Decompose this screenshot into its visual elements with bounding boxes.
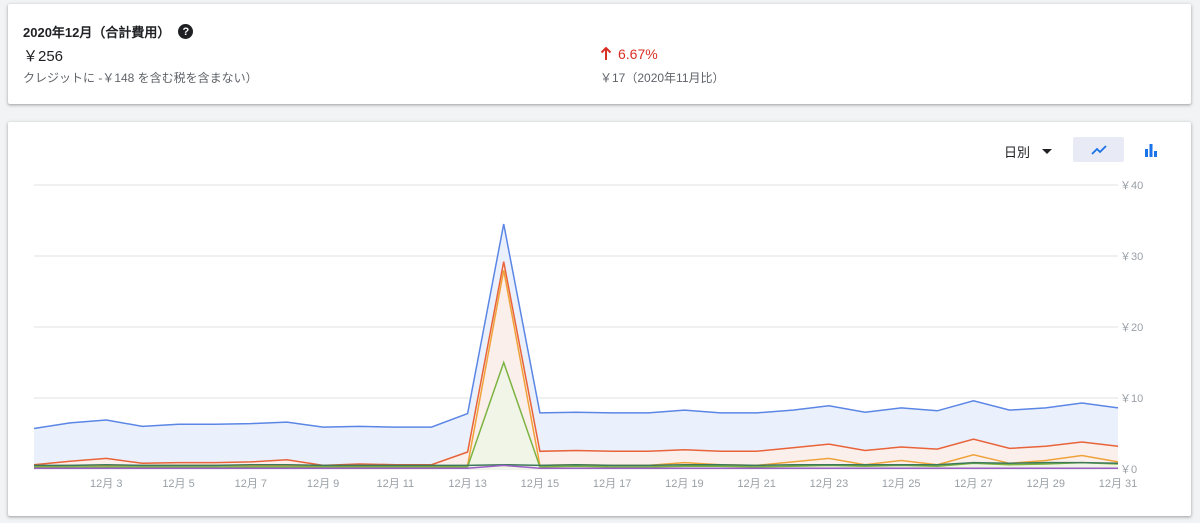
cost-summary-card: 2020年12月（合計費用） ? ￥256 クレジットに -￥148 を含む税を… (8, 4, 1191, 104)
bar-chart-icon (1144, 143, 1157, 157)
series-area-0 (34, 224, 1118, 469)
x-tick-label: 12月 29 (1026, 478, 1065, 490)
summary-title: 2020年12月（合計費用） (23, 25, 171, 40)
x-tick-label: 12月 5 (162, 478, 194, 490)
series-line-4 (34, 461, 1119, 467)
series-line-0 (33, 223, 1119, 430)
x-tick-label: 12月 15 (521, 478, 560, 490)
x-tick-label: 12月 17 (593, 478, 632, 490)
series-line-3 (34, 360, 1119, 468)
change-percent: 6.67% (618, 46, 658, 62)
total-cost: ￥256 (23, 48, 64, 65)
x-tick-label: 12月 27 (954, 478, 993, 490)
x-tick-label: 12月 31 (1099, 478, 1138, 490)
bar-chart-button[interactable] (1133, 137, 1168, 162)
x-tick-label: 12月 7 (235, 478, 267, 490)
caret-down-icon (1042, 149, 1053, 154)
x-tick-label: 12月 3 (90, 478, 122, 490)
credit-note: クレジットに -￥148 を含む税を含まない） (23, 71, 258, 85)
series-line-5 (34, 464, 1118, 470)
period-label: 日別 (1004, 145, 1031, 160)
help-icon[interactable]: ? (178, 24, 194, 39)
cost-chart-card: ￥0 ￥10 ￥20 ￥30 ￥40 12月 3 12月 5 12月 7 12月 9 12月 11… (8, 122, 1191, 516)
change-indicator: 6.67% (600, 46, 658, 62)
line-chart-button[interactable] (1073, 137, 1124, 162)
x-tick-label: 12月 25 (882, 478, 921, 490)
x-tick-label: 12月 21 (737, 478, 776, 490)
y-tick-label: ￥30 (1120, 251, 1143, 263)
cost-chart: ￥0 ￥10 ￥20 ￥30 ￥40 12月 3 12月 5 12月 7 12月 9 12月 11… (33, 180, 1143, 490)
previous-month-compare: ￥17（2020年11月比） (600, 71, 725, 85)
x-tick-label: 12月 9 (307, 478, 339, 490)
arrow-up-icon (600, 47, 612, 60)
x-tick-label: 12月 19 (665, 478, 704, 490)
period-dropdown[interactable]: 日別 (1004, 142, 1053, 161)
y-tick-label: ￥40 (1120, 180, 1143, 192)
y-tick-label: ￥10 (1120, 393, 1143, 405)
line-chart-icon (1090, 144, 1107, 155)
x-tick-label: 12月 13 (448, 478, 487, 490)
x-tick-label: 12月 11 (376, 478, 414, 490)
summary-title-row: 2020年12月（合計費用） ? (23, 22, 194, 41)
y-tick-label: ￥0 (1120, 464, 1137, 476)
y-tick-label: ￥20 (1120, 322, 1143, 334)
x-tick-label: 12月 23 (810, 478, 849, 490)
series-line-1 (33, 261, 1119, 467)
